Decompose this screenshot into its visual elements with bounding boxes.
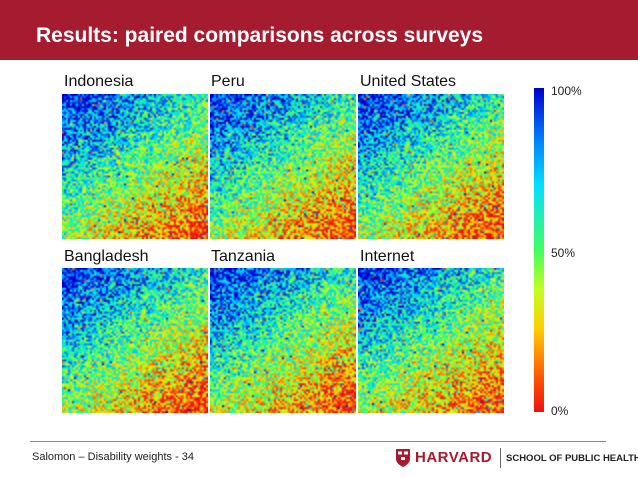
slide-title: Results: paired comparisons across surve… xyxy=(36,24,484,47)
heatmap-panel-internet xyxy=(358,268,504,413)
panel-label-indonesia: Indonesia xyxy=(64,73,134,90)
logo-wordmark: HARVARD xyxy=(415,449,493,466)
heatmap-panel-united-states xyxy=(358,94,504,239)
panel-label-internet: Internet xyxy=(360,248,415,265)
logo-divider xyxy=(500,448,501,468)
colorbar-label-50: 50% xyxy=(551,246,576,260)
logo-subtitle: SCHOOL OF PUBLIC HEALTH xyxy=(506,453,638,464)
heatmap-panel-tanzania xyxy=(210,268,356,413)
panel-label-bangladesh: Bangladesh xyxy=(64,248,149,265)
footer-divider xyxy=(30,441,606,442)
panel-label-peru: Peru xyxy=(211,73,245,90)
heatmap-panel-peru xyxy=(210,94,356,239)
heatmap-panel-indonesia xyxy=(62,94,208,239)
colorbar-label-100: 100% xyxy=(551,84,582,98)
footer-citation: Salomon – Disability weights - 34 xyxy=(32,451,195,463)
colorbar-label-0: 0% xyxy=(551,404,569,418)
heatmap-panel-bangladesh xyxy=(62,268,208,413)
colorbar xyxy=(534,88,544,412)
panel-label-united-states: United States xyxy=(360,73,457,90)
header-bar xyxy=(0,0,638,60)
panel-label-tanzania: Tanzania xyxy=(211,248,276,265)
harvard-shield-icon xyxy=(396,449,410,467)
